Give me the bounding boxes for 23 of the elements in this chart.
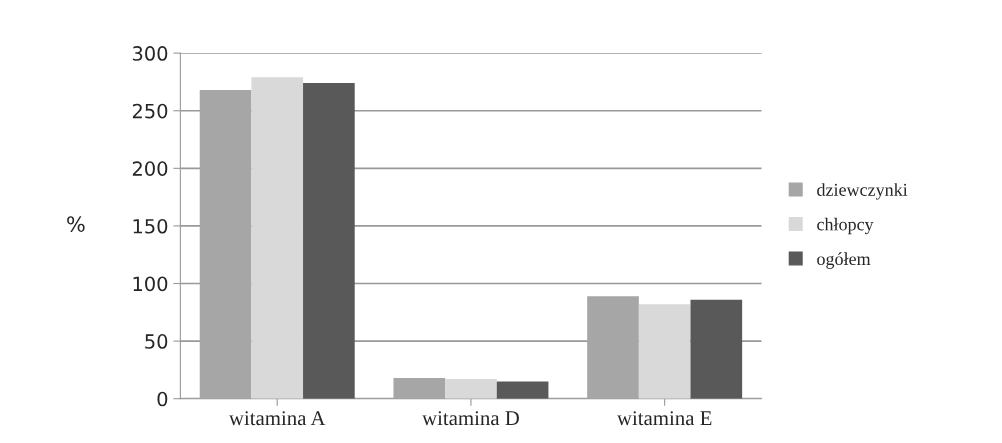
bar xyxy=(587,296,639,399)
x-tick-label: witamina D xyxy=(422,411,519,426)
x-tick-label: witamina E xyxy=(616,411,712,426)
bar xyxy=(638,304,691,399)
y-axis-title: % xyxy=(67,216,85,232)
y-tick-label: 250 xyxy=(132,103,168,119)
y-tick-label: 300 xyxy=(132,46,168,61)
y-tick-label: 150 xyxy=(133,218,168,234)
bar xyxy=(445,379,497,399)
y-tick-label: 50 xyxy=(145,334,168,349)
y-tick-label: 0 xyxy=(157,391,168,407)
legend-label: dziewczynki xyxy=(817,183,908,200)
bar xyxy=(199,90,252,399)
bar xyxy=(393,377,446,399)
y-tick-label: 200 xyxy=(132,161,168,176)
bar xyxy=(496,381,549,399)
y-tick-label: 100 xyxy=(133,276,168,292)
bar xyxy=(251,77,304,399)
legend-label: ogółem xyxy=(817,252,871,269)
x-tick-label: witamina A xyxy=(228,411,326,426)
bar xyxy=(303,83,355,399)
legend-label: chłopcy xyxy=(817,217,874,235)
bar xyxy=(690,299,743,399)
